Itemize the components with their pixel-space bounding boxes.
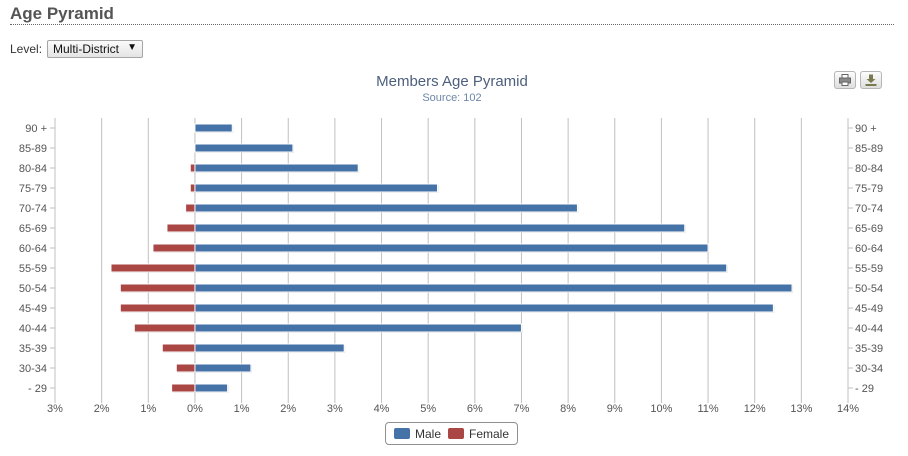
y-category-label-right: 30-34 — [855, 363, 883, 375]
bar-male — [194, 123, 233, 133]
bar-female — [119, 283, 196, 293]
bar-male — [194, 303, 774, 313]
y-category-label-left: 70-74 — [19, 203, 47, 215]
y-category-label-left: 65-69 — [19, 223, 47, 235]
y-category-label-right: 40-44 — [855, 323, 883, 335]
bar-male — [194, 243, 709, 253]
bar-male — [194, 203, 578, 213]
chart-legend: Male Female — [385, 422, 518, 445]
x-tick-label: 7% — [514, 403, 530, 415]
bar-female — [189, 163, 196, 173]
y-category-label-right: - 29 — [855, 383, 874, 395]
x-tick-label: 3% — [327, 403, 343, 415]
x-tick-label: 2% — [280, 403, 296, 415]
y-category-label-left: 80-84 — [19, 163, 47, 175]
x-tick-label: 1% — [234, 403, 250, 415]
bar-female — [119, 303, 196, 313]
x-tick-label: 6% — [467, 403, 483, 415]
y-category-label-right: 80-84 — [855, 163, 883, 175]
legend-label-female: Female — [469, 427, 510, 441]
bar-female — [152, 243, 196, 253]
x-tick-label: 12% — [744, 403, 766, 415]
level-select-value: Multi-District — [53, 42, 119, 56]
y-category-label-right: 60-64 — [855, 243, 883, 255]
x-tick-label: 14% — [837, 403, 859, 415]
y-category-label-left: 45-49 — [19, 303, 47, 315]
y-category-label-left: 90 + — [25, 123, 47, 135]
y-category-label-right: 70-74 — [855, 203, 883, 215]
y-category-label-right: 75-79 — [855, 183, 883, 195]
print-button[interactable] — [834, 71, 856, 89]
legend-item-male[interactable]: Male — [394, 427, 441, 441]
y-category-label-right: 85-89 — [855, 143, 883, 155]
chart-subtitle: Source: 102 — [422, 92, 481, 104]
x-tick-label: 13% — [790, 403, 812, 415]
x-tick-label: 2% — [94, 403, 110, 415]
download-button[interactable] — [860, 71, 882, 89]
bar-male — [194, 183, 439, 193]
bar-female — [185, 203, 196, 213]
x-tick-label: 9% — [607, 403, 623, 415]
y-category-label-left: - 29 — [28, 383, 47, 395]
download-icon — [865, 74, 877, 86]
bar-female — [171, 383, 196, 393]
y-category-label-left: 40-44 — [19, 323, 47, 335]
bar-male — [194, 223, 686, 233]
y-category-label-left: 35-39 — [19, 343, 47, 355]
y-category-label-right: 55-59 — [855, 263, 883, 275]
y-category-label-left: 30-34 — [19, 363, 47, 375]
x-tick-label: 1% — [140, 403, 156, 415]
chart-title: Members Age Pyramid — [376, 73, 528, 90]
x-tick-label: 11% — [697, 403, 718, 415]
legend-item-female[interactable]: Female — [448, 427, 509, 441]
bar-female — [133, 323, 196, 333]
y-category-label-right: 65-69 — [855, 223, 883, 235]
y-category-label-left: 60-64 — [19, 243, 47, 255]
x-tick-label: 0% — [187, 403, 203, 415]
bar-female — [189, 183, 196, 193]
y-category-label-left: 75-79 — [19, 183, 47, 195]
page-title: Age Pyramid — [10, 4, 114, 23]
x-tick-label: 8% — [560, 403, 576, 415]
legend-label-male: Male — [415, 427, 442, 441]
y-category-label-right: 90 + — [855, 123, 877, 135]
bar-female — [161, 343, 196, 353]
y-category-label-right: 45-49 — [855, 303, 883, 315]
bar-male — [194, 363, 252, 373]
bar-male — [194, 163, 359, 173]
bar-female — [110, 263, 196, 273]
x-tick-label: 3% — [47, 403, 63, 415]
print-icon — [839, 74, 851, 86]
bar-male — [194, 343, 345, 353]
level-select[interactable]: Multi-District ▼ — [47, 40, 143, 58]
bar-male — [194, 383, 229, 393]
y-category-label-right: 50-54 — [855, 283, 883, 295]
x-tick-label: 5% — [420, 403, 436, 415]
legend-swatch-female — [448, 428, 464, 439]
bar-male — [194, 263, 728, 273]
y-category-label-left: 50-54 — [19, 283, 47, 295]
y-category-label-left: 55-59 — [19, 263, 47, 275]
x-tick-label: 4% — [374, 403, 390, 415]
y-category-label-left: 85-89 — [19, 143, 47, 155]
legend-swatch-male — [394, 428, 410, 439]
dropdown-arrow-icon: ▼ — [127, 42, 137, 53]
y-category-label-right: 35-39 — [855, 343, 883, 355]
x-tick-label: 10% — [650, 403, 672, 415]
bar-male — [194, 323, 522, 333]
bar-female — [166, 223, 196, 233]
bar-female — [175, 363, 196, 373]
level-label: Level: — [10, 42, 43, 56]
title-divider — [10, 24, 894, 25]
bar-male — [194, 143, 294, 153]
bar-male — [194, 283, 793, 293]
